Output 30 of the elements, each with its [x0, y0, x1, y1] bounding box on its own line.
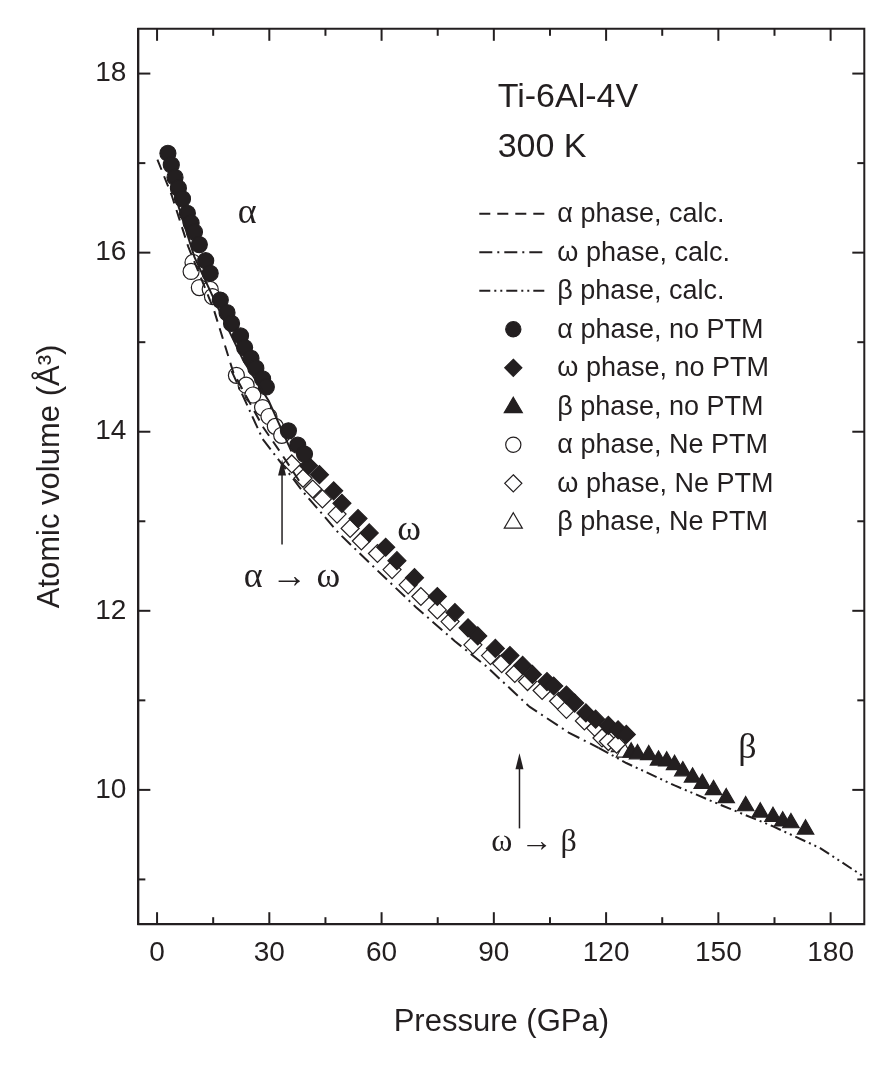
annotation: ω → β — [491, 821, 577, 858]
x-axis-title: Pressure (GPa) — [393, 1002, 609, 1038]
legend-label: ω phase, no PTM — [557, 352, 769, 383]
x-tick-label: 90 — [478, 935, 510, 967]
y-axis-title: Atomic volume (Å³) — [31, 344, 67, 609]
legend-label: α phase, calc. — [557, 198, 725, 229]
x-tick-label: 150 — [695, 935, 742, 967]
annotation: α → ω — [243, 555, 341, 596]
y-tick-label: 14 — [95, 414, 127, 446]
legend-label: β phase, no PTM — [557, 390, 764, 421]
x-tick-label: 180 — [807, 935, 854, 967]
y-tick-label: 12 — [95, 593, 127, 625]
x-tick-label: 120 — [582, 935, 630, 967]
annotation: ω — [397, 508, 421, 549]
x-tick-label: 30 — [253, 935, 285, 967]
y-tick-label: 16 — [95, 235, 127, 267]
legend-label: ω phase, Ne PTM — [557, 467, 774, 498]
x-tick-label: 0 — [149, 935, 165, 967]
legend-label: β phase, calc. — [557, 275, 725, 306]
x-tick-label: 60 — [366, 935, 398, 967]
annotation: β — [738, 725, 757, 766]
legend-label: ω phase, calc. — [557, 236, 730, 267]
annotation: Ti-6Al-4V — [497, 75, 639, 114]
legend-label: β phase, Ne PTM — [557, 506, 768, 537]
annotation: α — [237, 191, 257, 232]
y-tick-label: 10 — [95, 772, 127, 804]
legend-label: α phase, no PTM — [557, 313, 764, 344]
y-tick-label: 18 — [95, 56, 127, 88]
annotation: 300 K — [497, 125, 587, 164]
legend-label: α phase, Ne PTM — [557, 429, 768, 460]
